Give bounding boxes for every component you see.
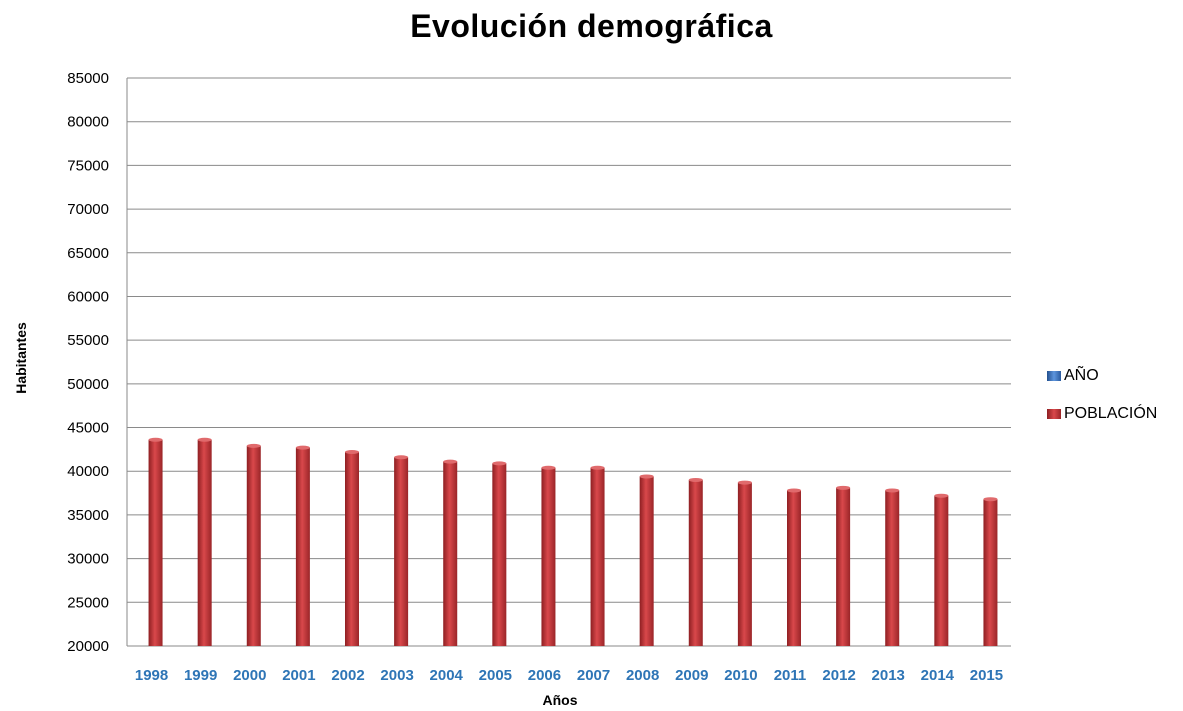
y-tick-label-85000: 85000	[67, 70, 109, 87]
y-tick-label-50000: 50000	[67, 376, 109, 393]
bar-poblacion-1999	[197, 439, 212, 646]
legend-item-poblacion: POBLACIÓN	[1047, 404, 1179, 424]
bar-poblacion-2002	[345, 452, 359, 646]
bar-top-poblacion-2006	[541, 465, 556, 470]
bar-top-poblacion-2007	[590, 465, 605, 470]
bar-top-poblacion-2011	[787, 488, 801, 493]
y-tick-label-35000: 35000	[67, 507, 109, 524]
chart-title: Evolución demográfica	[410, 8, 773, 44]
x-tick-label-2000: 2000	[233, 667, 266, 684]
x-tick-label-2001: 2001	[282, 667, 315, 684]
y-tick-label-55000: 55000	[67, 332, 109, 349]
bar-poblacion-2004	[443, 461, 458, 646]
y-tick-label-30000: 30000	[67, 551, 109, 568]
bar-poblacion-2003	[394, 457, 409, 646]
x-axis-title: Años	[542, 692, 578, 708]
bar-top-poblacion-1998	[148, 437, 163, 442]
x-tick-label-2009: 2009	[675, 667, 708, 684]
bar-poblacion-2000	[246, 445, 261, 646]
x-tick-label-2005: 2005	[479, 667, 512, 684]
y-tick-label-70000: 70000	[67, 201, 109, 218]
x-tick-label-2002: 2002	[331, 667, 364, 684]
bar-poblacion-2013	[885, 490, 900, 646]
bar-top-poblacion-2002	[345, 450, 359, 455]
bar-poblacion-2009	[688, 479, 703, 646]
bar-poblacion-2012	[836, 487, 851, 646]
y-tick-label-75000: 75000	[67, 157, 109, 174]
x-tick-label-2007: 2007	[577, 667, 610, 684]
bar-top-poblacion-2005	[492, 461, 507, 466]
legend-swatch-poblacion	[1047, 409, 1061, 419]
y-tick-label-60000: 60000	[67, 288, 109, 305]
bar-poblacion-2010	[737, 482, 752, 646]
x-tick-label-2008: 2008	[626, 667, 659, 684]
x-tick-label-2010: 2010	[724, 667, 757, 684]
bar-top-poblacion-2010	[737, 480, 752, 485]
legend: AÑO POBLACIÓN	[1047, 366, 1179, 442]
bar-poblacion-2011	[787, 490, 801, 646]
x-tick-label-2014: 2014	[921, 667, 955, 684]
bar-poblacion-2014	[934, 495, 949, 646]
y-tick-label-80000: 80000	[67, 114, 109, 131]
bar-poblacion-1998	[148, 439, 163, 646]
y-tick-label-20000: 20000	[67, 638, 109, 655]
bar-top-poblacion-2015	[983, 497, 998, 502]
y-tick-label-65000: 65000	[67, 245, 109, 262]
bar-top-poblacion-2004	[443, 459, 458, 464]
x-tick-label-1998: 1998	[135, 667, 168, 684]
legend-swatch-ano	[1047, 371, 1061, 381]
x-tick-label-2015: 2015	[970, 667, 1003, 684]
bar-poblacion-2015	[983, 499, 998, 646]
x-tick-label-1999: 1999	[184, 667, 217, 684]
x-tick-label-2013: 2013	[872, 667, 905, 684]
bar-poblacion-2008	[639, 476, 654, 646]
bar-top-poblacion-2012	[836, 485, 851, 490]
bar-poblacion-2001	[295, 447, 310, 646]
bar-poblacion-2006	[541, 467, 556, 646]
y-tick-label-25000: 25000	[67, 594, 109, 611]
bar-poblacion-2007	[590, 467, 605, 646]
x-tick-label-2004: 2004	[430, 667, 464, 684]
legend-item-ano: AÑO	[1047, 366, 1179, 386]
x-tick-label-2006: 2006	[528, 667, 561, 684]
y-axis-title: Habitantes	[13, 322, 29, 394]
bar-top-poblacion-1999	[197, 437, 212, 442]
bar-top-poblacion-2008	[639, 474, 654, 479]
legend-label-ano: AÑO	[1064, 367, 1099, 384]
bar-top-poblacion-2014	[934, 493, 949, 498]
bar-top-poblacion-2000	[246, 443, 261, 448]
x-tick-label-2003: 2003	[380, 667, 413, 684]
bar-top-poblacion-2003	[394, 455, 409, 460]
bar-top-poblacion-2001	[295, 445, 310, 450]
y-tick-label-40000: 40000	[67, 463, 109, 480]
legend-label-poblacion: POBLACIÓN	[1064, 405, 1158, 422]
y-tick-label-45000: 45000	[67, 420, 109, 437]
bar-top-poblacion-2013	[885, 488, 900, 493]
bar-poblacion-2005	[492, 463, 507, 646]
x-tick-label-2011: 2011	[774, 667, 807, 684]
bar-top-poblacion-2009	[688, 477, 703, 482]
x-tick-label-2012: 2012	[822, 667, 855, 684]
